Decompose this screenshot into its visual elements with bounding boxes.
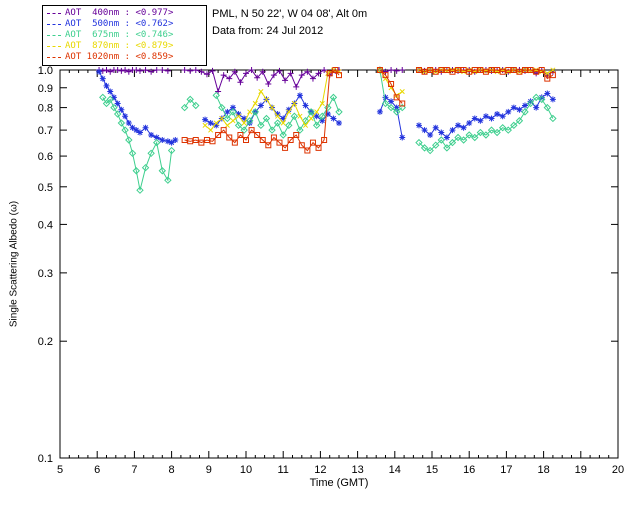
- svg-text:19: 19: [575, 464, 587, 476]
- svg-text:16: 16: [463, 464, 475, 476]
- legend-item-1020nm: AOT 1020nm : <0.859>: [47, 52, 202, 63]
- svg-text:0.3: 0.3: [38, 268, 53, 280]
- svg-text:10: 10: [240, 464, 252, 476]
- svg-text:18: 18: [537, 464, 549, 476]
- legend-line-sample-675nm: [47, 35, 61, 36]
- legend-item-675nm: AOT 675nm : <0.746>: [47, 30, 202, 41]
- svg-text:13: 13: [351, 464, 363, 476]
- legend: AOT 400nm : <0.977> AOT 500nm : <0.762> …: [42, 5, 207, 66]
- svg-text:0.4: 0.4: [38, 219, 53, 231]
- legend-line-sample-500nm: [47, 24, 61, 25]
- legend-item-label: AOT 1020nm : <0.859>: [65, 52, 174, 62]
- svg-text:11: 11: [277, 464, 288, 476]
- svg-text:0.7: 0.7: [38, 125, 53, 137]
- site-info-text: PML, N 50 22', W 04 08', Alt 0m: [212, 8, 368, 20]
- svg-text:0.5: 0.5: [38, 182, 53, 194]
- svg-text:0.8: 0.8: [38, 103, 53, 115]
- svg-text:0.1: 0.1: [38, 453, 53, 465]
- legend-item-500nm: AOT 500nm : <0.762>: [47, 19, 202, 30]
- svg-text:0.2: 0.2: [38, 336, 53, 348]
- legend-item-label: AOT 675nm : <0.746>: [65, 30, 174, 40]
- legend-line-sample-1020nm: [47, 57, 61, 58]
- svg-text:12: 12: [314, 464, 326, 476]
- series-aot-500nm: [96, 68, 556, 146]
- svg-text:6: 6: [94, 464, 100, 476]
- svg-text:0.9: 0.9: [38, 83, 53, 95]
- svg-text:9: 9: [206, 464, 212, 476]
- svg-text:20: 20: [612, 464, 624, 476]
- svg-text:1.0: 1.0: [38, 65, 53, 77]
- svg-text:17: 17: [500, 464, 512, 476]
- svg-text:8: 8: [169, 464, 175, 476]
- legend-item-label: AOT 400nm : <0.977>: [65, 8, 174, 18]
- legend-line-sample-400nm: [47, 13, 61, 14]
- legend-item-870nm: AOT 870nm : <0.879>: [47, 41, 202, 52]
- series-aot-1020nm: [181, 67, 556, 154]
- svg-text:5: 5: [57, 464, 63, 476]
- tick-labels: 5 6 7 8 9 10 11 12 13 14 15 16 17 18 19 20 1.0 0.9 0.8 0.7 0…: [38, 65, 624, 476]
- legend-item-400nm: AOT 400nm : <0.977>: [47, 8, 202, 19]
- data-date-text: Data from: 24 Jul 2012: [212, 25, 324, 37]
- series-aot-675nm: [99, 66, 557, 194]
- y-axis-label: Single Scattering Albedo (ω): [8, 200, 20, 328]
- x-axis-label: Time (GMT): [309, 477, 369, 489]
- svg-text:0.6: 0.6: [38, 151, 53, 163]
- legend-item-label: AOT 500nm : <0.762>: [65, 19, 174, 29]
- svg-text:15: 15: [426, 464, 438, 476]
- header-info: PML, N 50 22', W 04 08', Alt 0m Data fro…: [212, 6, 367, 40]
- legend-item-label: AOT 870nm : <0.879>: [65, 41, 174, 51]
- svg-text:7: 7: [131, 464, 137, 476]
- legend-line-sample-870nm: [47, 46, 61, 47]
- svg-text:14: 14: [389, 464, 401, 476]
